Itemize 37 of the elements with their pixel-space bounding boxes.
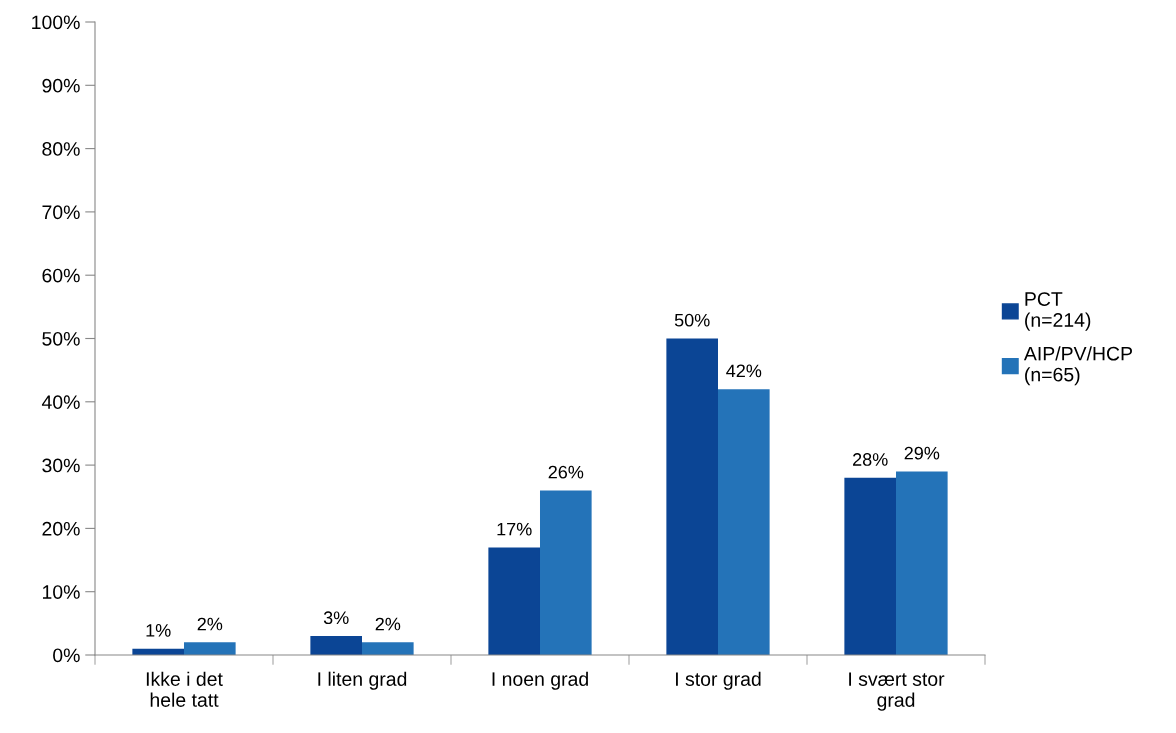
data-label: 2% xyxy=(375,617,401,631)
data-label: 29% xyxy=(904,446,940,460)
x-tick-label: I liten grad xyxy=(318,671,407,690)
y-tick-label: 30% xyxy=(42,458,80,473)
data-label: 2% xyxy=(197,617,223,631)
data-label: 28% xyxy=(853,453,888,466)
y-tick-label: 50% xyxy=(42,331,80,346)
x-tick-label: I stor grad xyxy=(676,671,761,690)
data-label: 1% xyxy=(146,624,171,637)
y-tick-label: 60% xyxy=(42,268,80,283)
legend-label: PCT (n=214) xyxy=(1025,292,1091,331)
bar xyxy=(718,389,770,655)
y-tick-label: 90% xyxy=(42,78,80,93)
y-tick-label: 40% xyxy=(41,395,80,410)
y-tick-label: 0% xyxy=(53,648,80,663)
y-tick-label: 20% xyxy=(42,521,80,536)
y-tick-label: 10% xyxy=(42,585,80,599)
data-label: 3% xyxy=(323,611,349,625)
bar xyxy=(362,642,414,655)
bar xyxy=(540,490,592,655)
x-tick-label: Ikke i det hele tatt xyxy=(146,671,223,707)
x-tick-label: I noen grad xyxy=(492,671,588,690)
y-tick-label: 100% xyxy=(32,15,80,30)
data-label: 17% xyxy=(497,522,532,536)
bar xyxy=(844,477,896,655)
x-tick-label: I svært stor grad xyxy=(849,672,945,711)
bar xyxy=(310,636,362,655)
data-label: 50% xyxy=(674,313,710,327)
bar xyxy=(184,642,236,655)
y-tick-label: 70% xyxy=(42,205,80,220)
data-label: 26% xyxy=(548,465,584,479)
y-tick-label: 80% xyxy=(42,142,80,156)
bar xyxy=(488,547,540,655)
data-label: 42% xyxy=(726,364,762,378)
legend-label: AIP/PV/HCP (n=65) xyxy=(1023,346,1132,386)
bar xyxy=(896,471,948,655)
bar xyxy=(666,338,718,655)
